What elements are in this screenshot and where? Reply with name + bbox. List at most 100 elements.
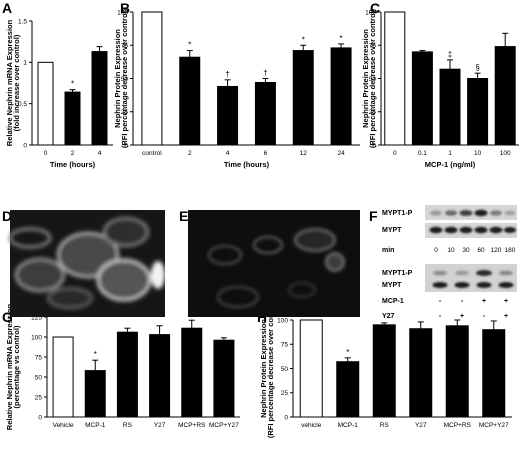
chart-h-category-label: RS [380,422,390,429]
chart-b-y-label: (RFI percentage decrease over control) [120,8,129,148]
chart-h-significance-mark: * [346,348,349,357]
chart-h-ytick-label: 75 [281,342,289,349]
chart-g-category-label: MCP+RS [178,422,206,429]
chart-a-category-label: 4 [98,150,102,157]
micrograph-d [8,210,165,317]
chart-g-category-label: MCP+Y27 [209,422,239,429]
blot-top-time-label: 120 [491,247,502,254]
chart-a-ytick-label: 1.5 [18,18,27,25]
chart-g-y-label: Relative Nephrin mRNA Expression [5,303,14,430]
chart-g-category-label: MCP-1 [85,422,106,429]
chart-h-category-label: MCP+Y27 [479,422,509,429]
panel-label-f: F [369,208,378,224]
chart-g-bar [116,331,138,418]
chart-b-ytick-label: 25 [121,109,129,116]
panel-label-a: A [2,0,12,16]
chart-h-ytick-label: 50 [281,366,289,373]
micrograph-e [188,210,360,317]
chart-b-category-label: 24 [337,150,345,157]
chart-g-bar [213,339,235,418]
chart-b-bar [217,85,239,146]
blot-condition-label-mcp1: MCP-1 [382,298,404,305]
blot-top-time-label: 60 [477,247,485,254]
chart-g-bar [52,336,74,418]
chart-b-category-label: 4 [226,150,230,157]
blot-condition-sign: + [504,298,508,305]
blot-condition-sign: - [461,298,464,305]
micrograph-e-cells [208,228,345,308]
chart-a-category-label: 2 [71,150,75,157]
chart-c-ytick-label: 25 [369,109,377,116]
chart-g-category-label: Y27 [154,422,166,429]
chart-g-ytick-label: 75 [35,354,43,361]
chart-b-ytick-label: 100 [117,9,128,16]
blot-top-time-label: 0 [434,247,438,254]
chart-a-significance-mark: * [71,80,74,89]
chart-a-bar [37,61,54,146]
chart-c-y-label: (RFI percentage decrease over control) [368,8,377,148]
chart-c-significance-mark: ‡ [448,50,452,59]
panel-label-b: B [120,0,130,16]
blot-top-bands [429,209,516,234]
chart-c-category-label: 10 [474,150,482,157]
chart-c-significance-mark: § [475,63,479,72]
blot-condition-sign: - [483,313,486,320]
panel-label-d: D [2,208,12,224]
chart-a-bar [91,51,108,146]
chart-a-bar [64,91,81,146]
blot-condition-sign: + [460,313,464,320]
chart-b-ytick-label: 75 [121,43,129,50]
chart-b-x-label: Time (hours) [224,160,270,169]
chart-g-bar [181,327,203,418]
chart-b-ytick-label: 50 [121,76,129,83]
chart-c-bar [411,51,433,146]
chart-g-category-label: RS [123,422,133,429]
chart-h-bar [336,361,360,418]
western-blot-top: MYPT1-P MYPT min 0 10 30 60 120 180 [382,205,517,254]
blot-top-time-label: 30 [462,247,470,254]
chart-a-ytick-label: 0.5 [18,101,27,108]
chart-c-category-label: 0 [393,150,397,157]
chart-g: 0 25 50 75 100 125 Vehicle * MCP-1 RS Y27 MCP+RS MCP… [5,303,240,430]
chart-c-bar [384,11,406,146]
panel-label-c: C [370,0,380,16]
chart-c-category-label: 1 [448,150,452,157]
blot-bottom-bands [432,270,514,288]
chart-g-ytick-label: 50 [35,374,43,381]
panel-label-e: E [179,208,188,224]
chart-b-category-label: 2 [188,150,192,157]
chart-h-category-label: vehicle [301,422,322,429]
blot-condition-sign: + [504,313,508,320]
chart-b-significance-mark: * [188,41,191,50]
blot-condition-sign: + [482,298,486,305]
blot-bottom-row-label-0: MYPT1-P [382,270,413,277]
chart-a-y-label: (fold increase over control) [12,34,21,131]
chart-h-bar [445,325,469,418]
chart-c-ytick-label: 75 [369,43,377,50]
chart-g-significance-mark: * [94,350,97,359]
blot-bottom-row-label-1: MYPT [382,282,402,289]
chart-c-category-label: 100 [500,150,511,157]
chart-b-ytick-label: 0 [124,142,128,149]
chart-a-ytick-label: 0 [23,142,27,149]
blot-top-row-label-1: MYPT [382,227,402,234]
chart-h-category-label: MCP+RS [444,422,472,429]
chart-c-category-label: 0.1 [418,150,427,157]
chart-b-bar [292,50,314,146]
blot-condition-sign: - [439,313,442,320]
chart-c-bar [467,78,489,146]
chart-h-ytick-label: 25 [281,390,289,397]
chart-h-ytick-label: 100 [277,317,288,324]
chart-g-ytick-label: 25 [35,394,43,401]
chart-b-significance-mark: † [263,69,267,78]
chart-c-ytick-label: 0 [372,142,376,149]
blot-top-row-label-0: MYPT1-P [382,210,413,217]
chart-b-significance-mark: † [225,70,229,79]
blot-top-time-labels: 0 10 30 60 120 180 [434,247,516,254]
blot-top-time-title: min [382,247,394,254]
chart-b: 0 25 50 75 100 control * 2 † 4 † 6 * 12 * 24 Time (hours… [113,8,360,169]
chart-b-category-label: 6 [264,150,268,157]
panel-label-g: G [2,309,13,325]
